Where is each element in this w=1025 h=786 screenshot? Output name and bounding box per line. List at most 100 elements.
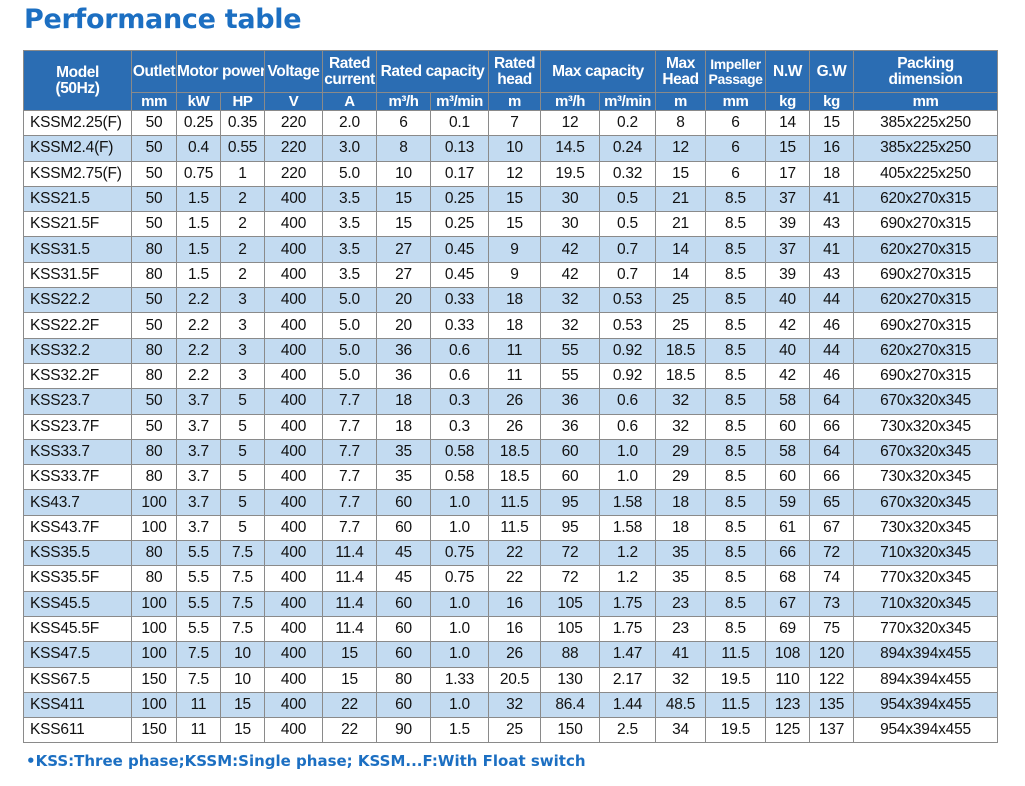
- unit-cell: A: [322, 92, 377, 111]
- table-cell: 8.5: [705, 514, 767, 542]
- model-cell: KSS45.5: [23, 590, 132, 617]
- table-cell: 50: [131, 388, 177, 415]
- model-cell: KSS31.5: [23, 236, 132, 263]
- table-cell: 0.25: [430, 211, 489, 238]
- unit-cell: kg: [809, 92, 855, 111]
- table-cell: 0.6: [598, 413, 657, 440]
- header-impeller-line2: Passage: [708, 70, 763, 87]
- table-cell: 25: [655, 287, 707, 314]
- table-cell: 5: [220, 514, 265, 542]
- unit-cell: HP: [220, 92, 265, 111]
- table-row: KSS32.2F 80 2.2 3 400 5.0 36 0.6 11 55 0.92 18.5 8.5…: [23, 362, 999, 390]
- table-cell: 80: [131, 236, 177, 263]
- table-cell: 3.5: [322, 261, 377, 289]
- table-cell: 25: [655, 312, 707, 339]
- table-cell: 0.92: [598, 337, 657, 364]
- table-cell: 18.5: [488, 464, 541, 491]
- table-cell: 2.2: [176, 362, 221, 390]
- table-cell: 894x394x455: [853, 666, 999, 693]
- header-max-head: Max Head: [655, 50, 707, 93]
- model-cell: KSS31.5F: [23, 261, 132, 289]
- table-cell: 0.7: [598, 236, 657, 263]
- table-cell: 64: [809, 388, 855, 415]
- table-cell: 32: [540, 287, 600, 314]
- table-cell: 3.7: [176, 438, 221, 466]
- table-cell: 41: [655, 641, 707, 668]
- table-cell: 730x320x345: [853, 464, 999, 491]
- table-cell: 2.17: [598, 666, 657, 693]
- table-cell: 770x320x345: [853, 615, 999, 643]
- table-row: KSS35.5 80 5.5 7.5 400 11.4 45 0.75 22 72 1.2 35 8.5…: [23, 540, 999, 567]
- table-cell: 2.2: [176, 337, 221, 364]
- table-cell: 400: [264, 540, 323, 567]
- table-cell: 36: [540, 388, 600, 415]
- table-cell: 5.5: [176, 540, 221, 567]
- table-cell: 45: [376, 540, 431, 567]
- table-cell: 3.7: [176, 464, 221, 491]
- table-cell: 400: [264, 717, 323, 744]
- header-model-label: Model: [56, 63, 99, 81]
- table-cell: 7.7: [322, 438, 377, 466]
- table-cell: 0.45: [430, 236, 489, 263]
- header-rated-capacity: Rated capacity: [376, 50, 489, 93]
- table-cell: 100: [131, 615, 177, 643]
- table-cell: 1.0: [430, 615, 489, 643]
- table-cell: 690x270x315: [853, 312, 999, 339]
- model-cell: KSSM2.75(F): [23, 160, 132, 187]
- table-cell: 730x320x345: [853, 514, 999, 542]
- table-cell: 0.53: [598, 312, 657, 339]
- table-cell: 670x320x345: [853, 489, 999, 516]
- table-cell: 400: [264, 185, 323, 213]
- table-cell: 1.0: [430, 590, 489, 617]
- table-cell: 15: [376, 211, 431, 238]
- table-cell: 10: [220, 666, 265, 693]
- table-cell: 1.58: [598, 489, 657, 516]
- table-body: KSSM2.25(F) 50 0.25 0.35 220 2.0 6 0.1 7 12 0.2 8 6 1…: [23, 109, 999, 744]
- table-cell: 1.5: [176, 211, 221, 238]
- table-cell: 50: [131, 211, 177, 238]
- table-cell: 130: [540, 666, 600, 693]
- table-row: KSS21.5 50 1.5 2 400 3.5 15 0.25 15 30 0.5 21 8.5 37 4…: [23, 185, 999, 213]
- model-cell: KSS411: [23, 691, 132, 719]
- table-cell: 18.5: [655, 362, 707, 390]
- table-cell: 1.0: [430, 514, 489, 542]
- table-cell: 37: [765, 185, 811, 213]
- table-cell: 50: [131, 185, 177, 213]
- table-cell: 15: [322, 666, 377, 693]
- table-cell: 400: [264, 691, 323, 719]
- table-cell: 11.5: [705, 691, 767, 719]
- table-cell: 3: [220, 337, 265, 364]
- table-cell: 3.5: [322, 185, 377, 213]
- table-cell: 35: [655, 565, 707, 592]
- table-cell: 0.13: [430, 135, 489, 162]
- header-rated-current: Rated current: [322, 50, 377, 93]
- table-cell: 1.0: [430, 489, 489, 516]
- table-cell: 0.55: [220, 135, 265, 162]
- table-cell: 32: [655, 413, 707, 440]
- table-cell: 2.2: [176, 287, 221, 314]
- table-cell: 20: [376, 312, 431, 339]
- model-cell: KS43.7: [23, 489, 132, 516]
- table-cell: 60: [376, 691, 431, 719]
- unit-cell: mm: [705, 92, 767, 111]
- unit-cell: m³/h: [376, 92, 431, 111]
- table-cell: 8.5: [705, 185, 767, 213]
- table-cell: 7.5: [220, 590, 265, 617]
- table-cell: 6: [705, 109, 767, 137]
- unit-cell: m: [655, 92, 707, 111]
- table-cell: 32: [655, 388, 707, 415]
- table-cell: 7: [488, 109, 541, 137]
- table-cell: 105: [540, 615, 600, 643]
- table-cell: 88: [540, 641, 600, 668]
- table-cell: 135: [809, 691, 855, 719]
- table-cell: 2: [220, 185, 265, 213]
- table-cell: 50: [131, 109, 177, 137]
- table-cell: 123: [765, 691, 811, 719]
- table-cell: 405x225x250: [853, 160, 999, 187]
- table-row: KSS22.2F 50 2.2 3 400 5.0 20 0.33 18 32 0.53 25 8.5 4…: [23, 312, 999, 339]
- header-rated-head: Rated head: [488, 50, 541, 93]
- table-cell: 1.33: [430, 666, 489, 693]
- table-cell: 8.5: [705, 489, 767, 516]
- table-cell: 7.5: [176, 666, 221, 693]
- table-cell: 8.5: [705, 590, 767, 617]
